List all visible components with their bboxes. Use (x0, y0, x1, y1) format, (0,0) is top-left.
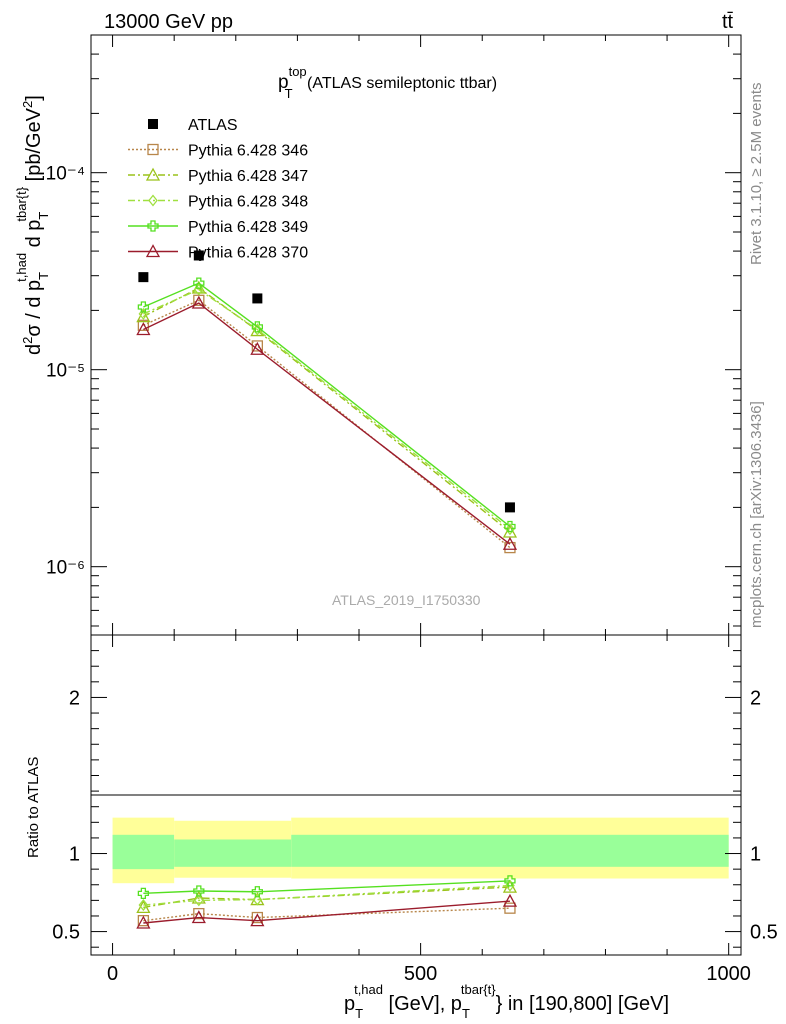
ratio-point-3 (193, 885, 205, 897)
y-tick-label-ratio-right: 0.5 (750, 922, 778, 944)
ratio-line-4 (143, 900, 511, 924)
series-line-0 (143, 299, 511, 549)
legend: ATLAS Pythia 6.428 346 Pythia 6.428 347 Pyt… (128, 117, 308, 262)
series-point-3 (137, 301, 150, 313)
series-point-3 (193, 277, 205, 289)
ratio-point-1 (191, 890, 206, 904)
ratio-line-2 (143, 884, 510, 906)
ratio-point-3 (251, 886, 264, 898)
y-tick-label-top: 10⁻⁶ (46, 558, 85, 579)
x-axis-label: pTt,had [GeV], pTtbar{t}} in [190,800] [… (344, 982, 669, 1021)
series-point-4 (250, 341, 265, 355)
series-point-4 (191, 295, 206, 309)
legend-marker-4 (145, 244, 161, 258)
series-line-4 (143, 302, 511, 545)
ratio-point-3 (137, 887, 150, 899)
axis-ticks: 0 500 1000 10⁻⁶ 10⁻⁵ 10⁻⁴ 0.5 0.5 1 1 2 2 (46, 34, 778, 985)
ratio-point-4 (502, 893, 518, 907)
top-series (136, 250, 518, 554)
legend-marker-0 (147, 143, 159, 156)
legend-label-atlas: ATLAS (188, 117, 238, 134)
series-point-4 (502, 536, 518, 550)
band-green-0 (112, 834, 175, 870)
ratio-line-3 (143, 880, 510, 895)
atlas-data-point (504, 502, 515, 513)
legend-marker-3 (147, 220, 159, 232)
band-green-1 (174, 839, 292, 867)
series-point-3 (251, 321, 264, 333)
ratio-point-2 (193, 894, 204, 907)
header-tt: tt̄ (722, 11, 734, 33)
legend-label-3: Pythia 6.428 349 (188, 219, 308, 236)
series-line-2 (143, 288, 511, 530)
ratio-point-2 (505, 879, 515, 892)
ratio-point-2 (252, 893, 263, 906)
atlas-data-point (138, 272, 149, 283)
y-tick-label-ratio-left: 0.5 (52, 922, 80, 944)
ratio-point-2 (138, 899, 149, 912)
y-axis-label-ratio: Ratio to ATLAS (25, 757, 42, 858)
series-point-3 (504, 520, 516, 533)
legend-label-2: Pythia 6.428 348 (188, 194, 308, 211)
y-tick-label-top: 10⁻⁴ (46, 164, 85, 185)
side-text-mcplots: mcplots.cern.ch [arXiv:1306.3436] (748, 401, 765, 628)
side-text-rivet: Rivet 3.1.10, ≥ 2.5M events (748, 83, 765, 266)
analysis-watermark: ATLAS_2019_I1750330 (332, 592, 481, 608)
ratio-point-4 (191, 910, 206, 924)
series-point-2 (505, 523, 515, 536)
legend-marker-1 (145, 167, 161, 181)
series-point-2 (252, 323, 263, 336)
band-green-2 (291, 834, 729, 867)
y-axis-label-top: d2σ / d pTt,had d pTtbar{t} [pb/GeV2] (14, 95, 51, 355)
y-tick-label-ratio-right: 2 (750, 687, 761, 709)
ratio-point-0 (504, 902, 516, 914)
ratio-series (136, 875, 518, 929)
ratio-point-0 (251, 911, 264, 924)
series-point-2 (138, 307, 149, 320)
series-point-0 (137, 319, 150, 331)
ratio-point-4 (136, 915, 151, 929)
series-line-3 (143, 282, 511, 528)
atlas-data-point (252, 293, 263, 304)
x-tick-label: 0 (107, 963, 118, 985)
x-tick-label: 1000 (706, 963, 751, 985)
y-tick-label-ratio-left: 2 (69, 687, 80, 709)
series-point-4 (136, 322, 151, 336)
ratio-point-3 (504, 875, 516, 887)
series-point-2 (193, 283, 204, 296)
legend-label-1: Pythia 6.428 347 (188, 168, 308, 185)
ratio-line-0 (143, 907, 510, 922)
series-line-1 (143, 287, 511, 533)
ratio-line-1 (143, 886, 510, 909)
ratio-point-4 (250, 913, 265, 927)
ratio-uncertainty-bands (112, 817, 729, 884)
plot-title: ptop T (ATLAS semileptonic ttbar) (278, 64, 497, 101)
y-tick-label-ratio-right: 1 (750, 844, 761, 866)
header-process: 13000 GeV pp (104, 11, 233, 33)
legend-label-0: Pythia 6.428 346 (188, 143, 308, 160)
ratio-point-0 (193, 907, 205, 920)
legend-marker-atlas (148, 119, 158, 129)
legend-marker-2 (148, 194, 158, 207)
atlas-data-point (193, 250, 204, 261)
y-tick-label-ratio-left: 1 (69, 844, 80, 866)
legend-label-4: Pythia 6.428 370 (188, 245, 308, 262)
x-tick-label: 500 (404, 963, 437, 985)
y-tick-label-top: 10⁻⁵ (46, 361, 85, 382)
